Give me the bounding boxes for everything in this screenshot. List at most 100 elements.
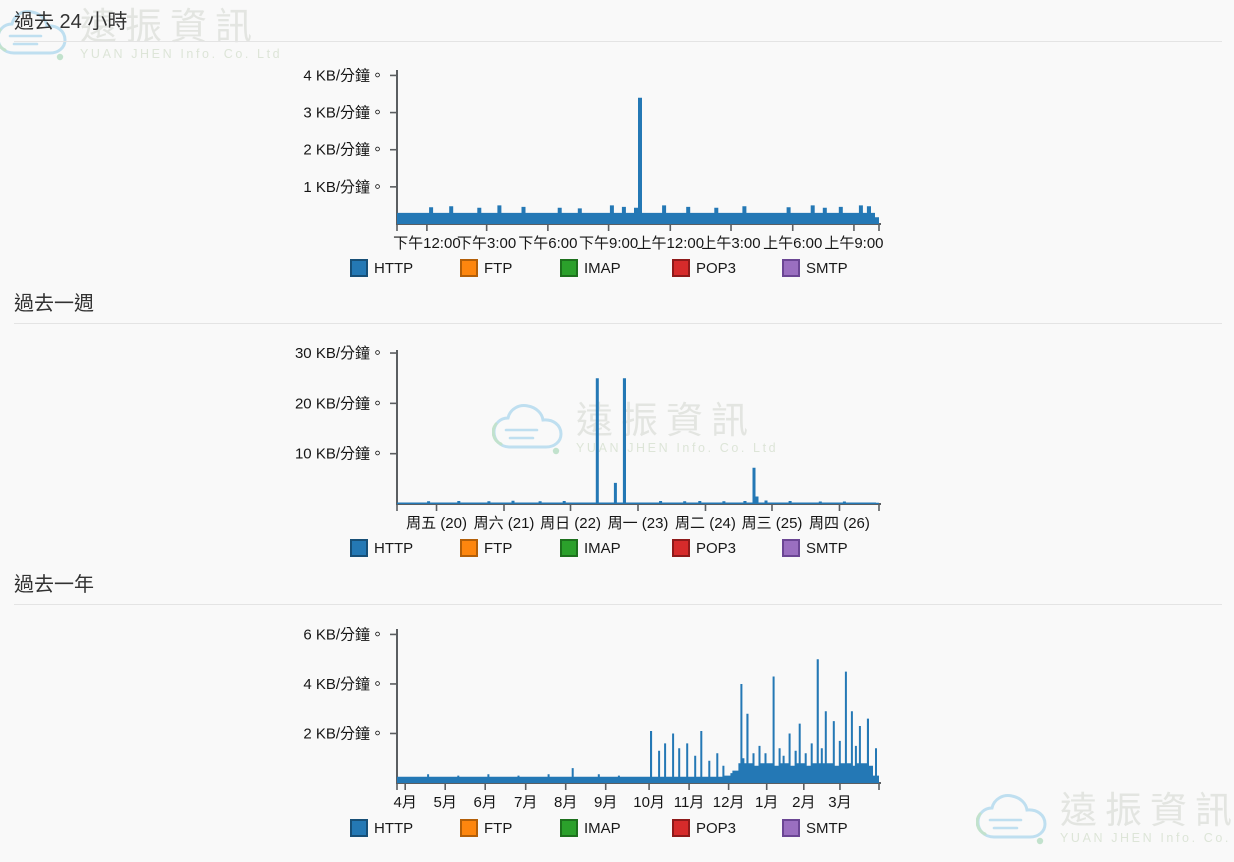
y-tick-label: 1 KB/分鐘。 xyxy=(303,179,385,196)
watermark-title: 遠振資訊 xyxy=(1060,790,1234,831)
x-tick-label: 上午3:00 xyxy=(701,235,760,252)
legend-item-imap: IMAP xyxy=(560,259,672,277)
y-tick-label: 2 KB/分鐘。 xyxy=(303,142,385,159)
series-http xyxy=(397,378,879,504)
legend-swatch-smtp xyxy=(782,259,800,277)
y-tick-label: 3 KB/分鐘。 xyxy=(303,105,385,122)
x-tick-label: 下午3:00 xyxy=(457,235,516,252)
x-tick-label: 周日 (22) xyxy=(540,515,601,532)
legend-item-ftp: FTP xyxy=(460,539,560,557)
x-tick-label: 周五 (20) xyxy=(406,515,467,532)
legend-past-year: HTTP FTP IMAP POP3 SMTP xyxy=(350,819,848,837)
legend-label: SMTP xyxy=(806,819,848,837)
x-tick-label: 周六 (21) xyxy=(474,515,535,532)
x-tick-label: 周一 (23) xyxy=(608,515,669,532)
section-title-past-24h: 過去 24 小時 xyxy=(14,9,1222,42)
x-tick-label: 1月 xyxy=(755,794,778,811)
watermark-subtitle: YUAN JHEN Info. Co. Ltd xyxy=(80,47,283,61)
section-title-past-week: 過去一週 xyxy=(14,291,1222,324)
x-tick-label: 下午6:00 xyxy=(518,235,577,252)
legend-swatch-imap xyxy=(560,259,578,277)
legend-item-pop3: POP3 xyxy=(672,259,782,277)
x-tick-label: 下午12:00 xyxy=(393,235,461,252)
x-tick-label: 8月 xyxy=(554,794,577,811)
legend-label: SMTP xyxy=(806,259,848,277)
y-tick-label: 2 KB/分鐘。 xyxy=(303,725,385,742)
legend-swatch-pop3 xyxy=(672,259,690,277)
y-tick-label: 10 KB/分鐘。 xyxy=(295,446,385,463)
x-tick-label: 周三 (25) xyxy=(742,515,803,532)
legend-swatch-imap xyxy=(560,539,578,557)
legend-label: POP3 xyxy=(696,819,737,837)
legend-item-smtp: SMTP xyxy=(782,819,848,837)
legend-label: IMAP xyxy=(584,819,621,837)
legend-item-pop3: POP3 xyxy=(672,819,782,837)
legend-item-smtp: SMTP xyxy=(782,259,848,277)
legend-swatch-ftp xyxy=(460,819,478,837)
legend-swatch-pop3 xyxy=(672,819,690,837)
legend-item-imap: IMAP xyxy=(560,539,672,557)
x-tick-label: 上午12:00 xyxy=(637,235,705,252)
legend-swatch-http xyxy=(350,819,368,837)
y-tick-label: 4 KB/分鐘。 xyxy=(303,67,385,84)
x-tick-label: 周二 (24) xyxy=(675,515,736,532)
x-tick-label: 2月 xyxy=(792,794,815,811)
legend-swatch-ftp xyxy=(460,259,478,277)
legend-item-ftp: FTP xyxy=(460,259,560,277)
legend-item-http: HTTP xyxy=(350,539,460,557)
legend-swatch-smtp xyxy=(782,539,800,557)
chart-past-year: 2 KB/分鐘。 4 KB/分鐘。 6 KB/分鐘。 4月 5月 6月 7月 8月 9月 10月 1… xyxy=(303,626,881,811)
watermark-subtitle: YUAN JHEN Info. Co. Ltd xyxy=(1060,831,1234,845)
legend-label: HTTP xyxy=(374,539,414,557)
x-tick-label: 9月 xyxy=(594,794,617,811)
x-tick-label: 上午6:00 xyxy=(763,235,822,252)
legend-swatch-http xyxy=(350,259,368,277)
legend-label: IMAP xyxy=(584,259,621,277)
y-tick-label: 6 KB/分鐘。 xyxy=(303,626,385,643)
legend-swatch-imap xyxy=(560,819,578,837)
legend-label: FTP xyxy=(484,539,513,557)
y-tick-label: 20 KB/分鐘。 xyxy=(295,395,385,412)
x-tick-label: 下午9:00 xyxy=(579,235,638,252)
legend-label: POP3 xyxy=(696,539,737,557)
legend-label: FTP xyxy=(484,259,513,277)
x-tick-label: 4月 xyxy=(394,794,417,811)
legend-past-24h: HTTP FTP IMAP POP3 SMTP xyxy=(350,259,848,277)
series-http xyxy=(397,659,879,783)
x-tick-label: 5月 xyxy=(434,794,457,811)
legend-label: POP3 xyxy=(696,259,737,277)
chart-past-24h: 1 KB/分鐘。2 KB/分鐘。3 KB/分鐘。4 KB/分鐘。下午12:00下… xyxy=(303,67,883,252)
legend-label: HTTP xyxy=(374,259,414,277)
x-tick-label: 11月 xyxy=(674,794,705,811)
cloud-logo-icon xyxy=(976,794,1047,845)
x-tick-label: 周四 (26) xyxy=(809,515,870,532)
legend-label: SMTP xyxy=(806,539,848,557)
x-tick-label: 12月 xyxy=(713,794,745,811)
section-title-past-year: 過去一年 xyxy=(14,572,1222,605)
legend-label: HTTP xyxy=(374,819,414,837)
legend-swatch-ftp xyxy=(460,539,478,557)
x-tick-label: 6月 xyxy=(474,794,497,811)
legend-item-smtp: SMTP xyxy=(782,539,848,557)
legend-item-ftp: FTP xyxy=(460,819,560,837)
legend-label: FTP xyxy=(484,819,513,837)
legend-item-pop3: POP3 xyxy=(672,539,782,557)
x-tick-label: 10月 xyxy=(633,794,665,811)
series-http xyxy=(397,97,879,224)
y-tick-label: 4 KB/分鐘。 xyxy=(303,676,385,693)
legend-swatch-http xyxy=(350,539,368,557)
legend-swatch-pop3 xyxy=(672,539,690,557)
watermark-bottom-right: 遠振資訊 YUAN JHEN Info. Co. Ltd xyxy=(976,792,1234,850)
legend-item-http: HTTP xyxy=(350,819,460,837)
x-tick-label: 3月 xyxy=(828,794,851,811)
legend-item-http: HTTP xyxy=(350,259,460,277)
x-tick-label: 7月 xyxy=(514,794,537,811)
legend-past-week: HTTP FTP IMAP POP3 SMTP xyxy=(350,539,848,557)
legend-label: IMAP xyxy=(584,539,621,557)
x-tick-label: 上午9:00 xyxy=(824,235,883,252)
legend-item-imap: IMAP xyxy=(560,819,672,837)
legend-swatch-smtp xyxy=(782,819,800,837)
chart-past-week: 10 KB/分鐘。 20 KB/分鐘。 30 KB/分鐘。周五 (20) 周六 (21… xyxy=(295,345,881,532)
y-tick-label: 30 KB/分鐘。 xyxy=(295,345,385,362)
